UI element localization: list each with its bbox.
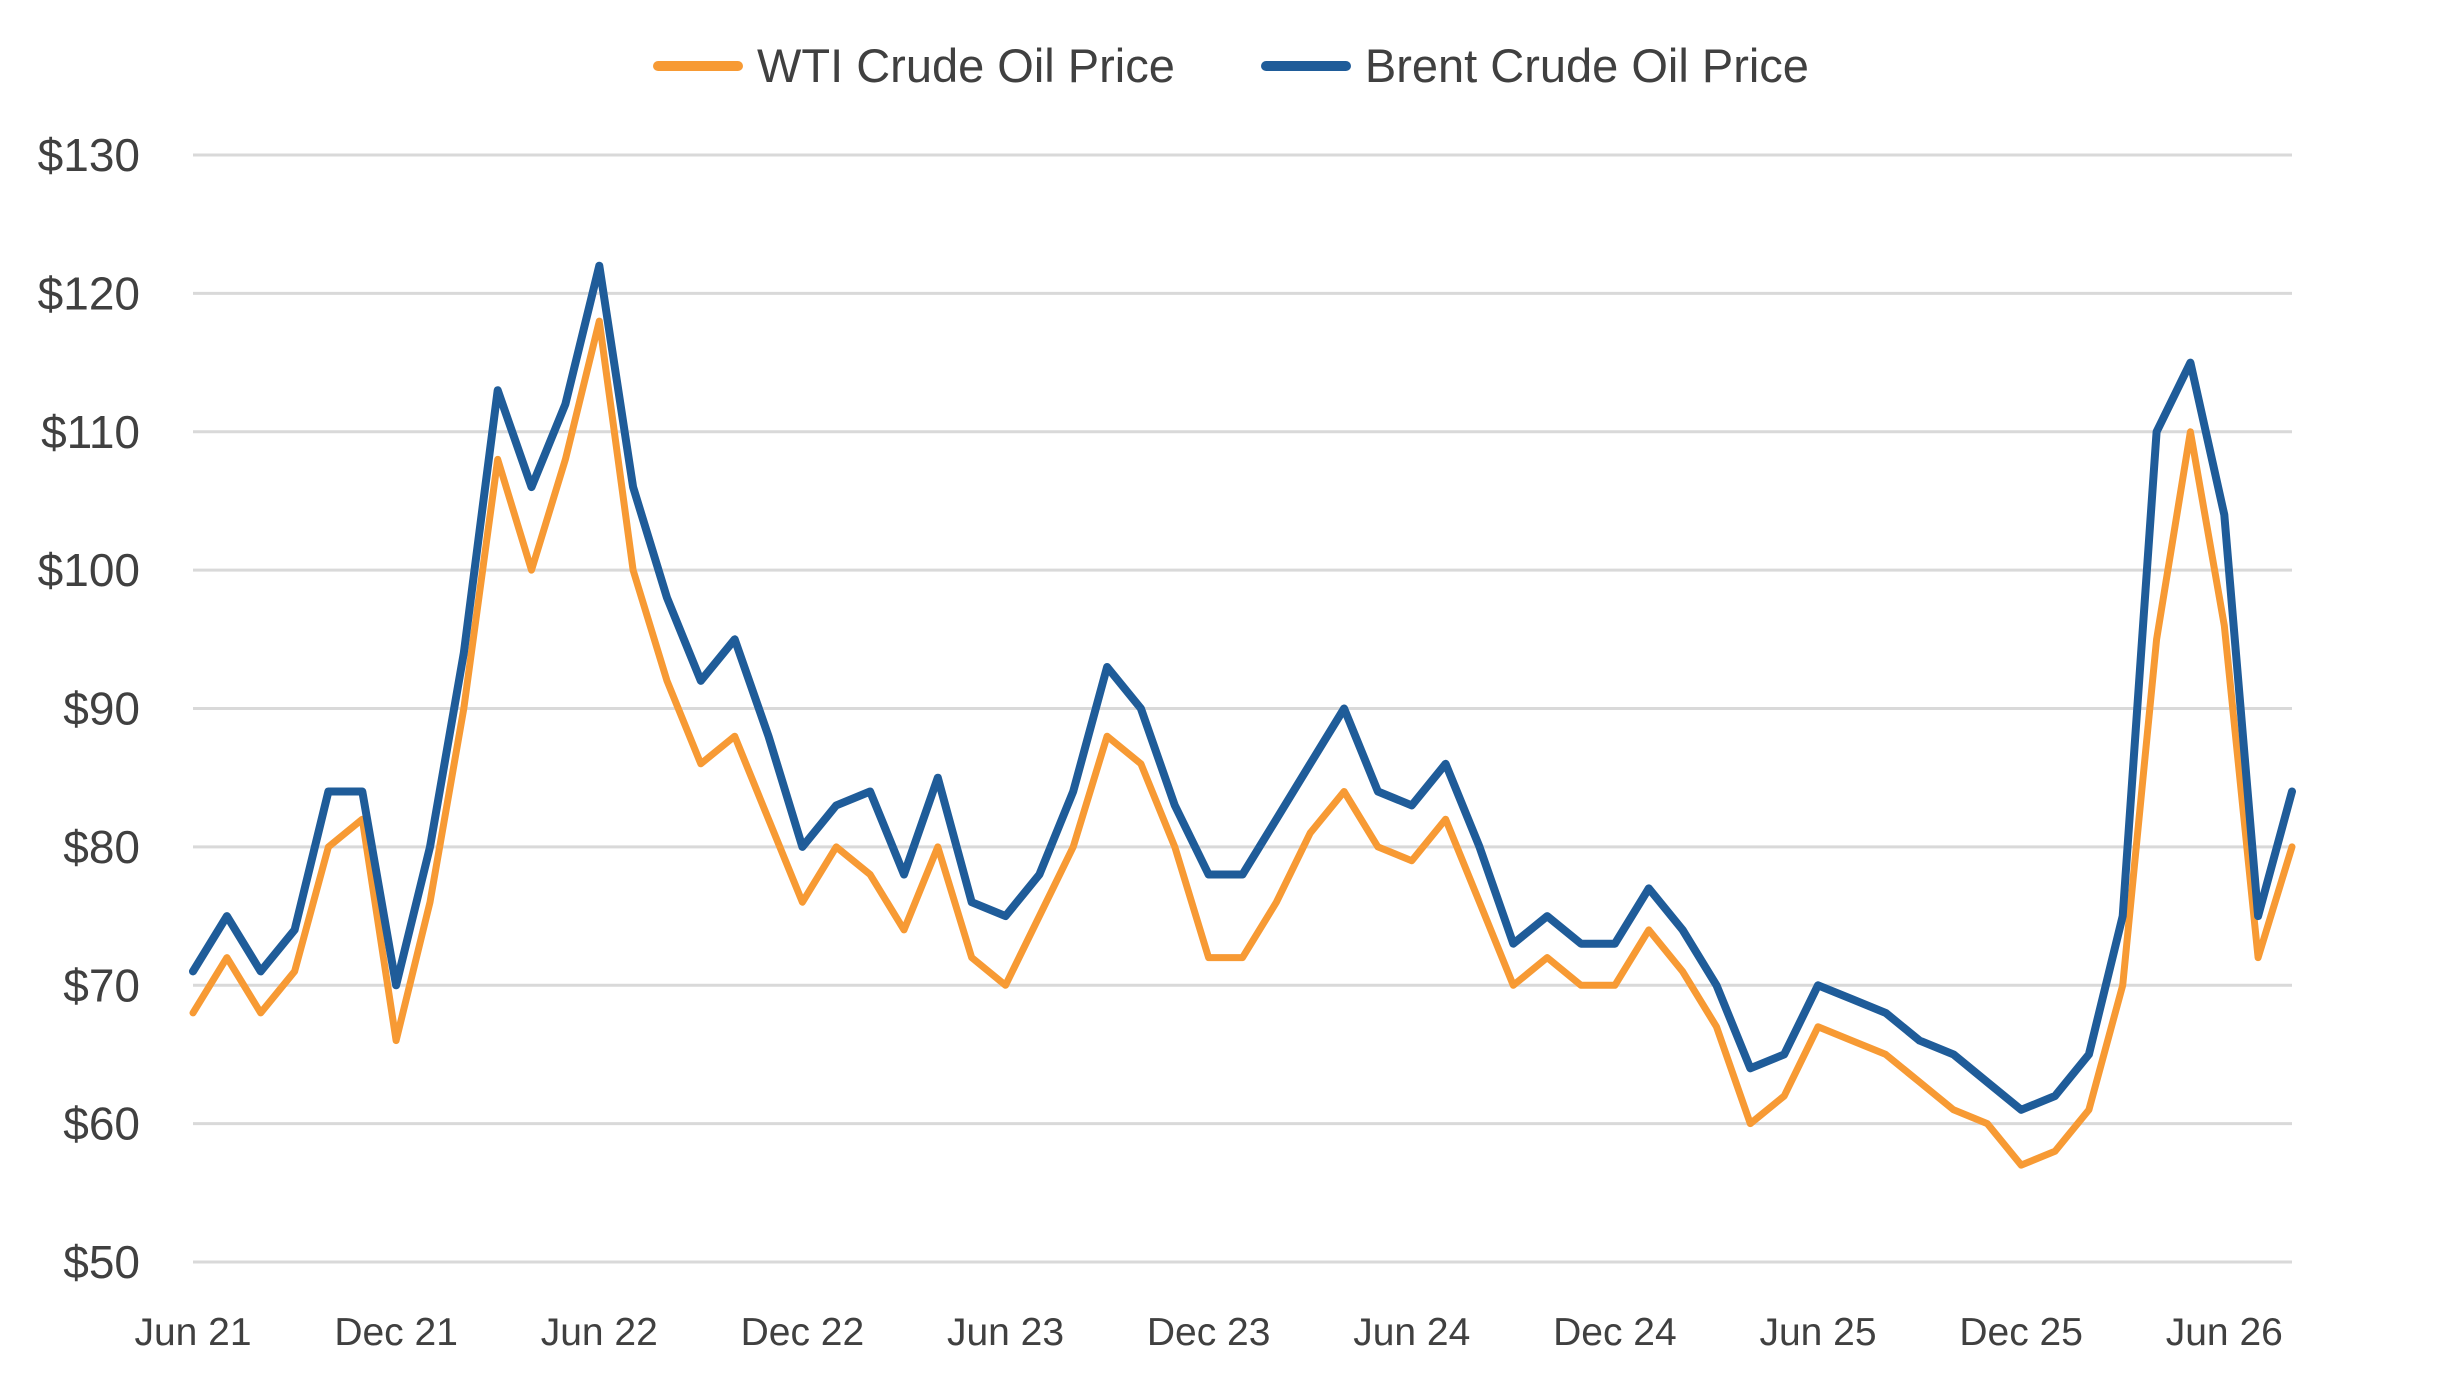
legend-swatch-wti (653, 60, 744, 71)
x-tick-label: Dec 25 (1959, 1311, 2083, 1354)
y-tick-label: $70 (63, 959, 140, 1011)
x-tick-label: Dec 22 (741, 1311, 865, 1354)
x-tick-label: Dec 21 (334, 1311, 458, 1354)
x-axis: Jun 21 Dec 21 Jun 22 Dec 22 Jun 23 Dec 23 Jun … (134, 1311, 2282, 1354)
legend-item-wti: WTI Crude Oil Price (653, 38, 1175, 93)
gridlines (193, 153, 2292, 1264)
y-tick-label: $60 (63, 1098, 140, 1150)
x-tick-label: Jun 23 (947, 1311, 1064, 1354)
x-tick-label: Dec 23 (1147, 1311, 1271, 1354)
series-line-brent (189, 261, 2296, 1114)
x-tick-label: Jun 26 (2166, 1311, 2283, 1354)
y-axis: $50 $60 $70 $80 $90 $100 $110 $120 $130 (38, 129, 140, 1288)
y-tick-label: $120 (38, 267, 140, 319)
legend: WTI Crude Oil Price Brent Crude Oil Pric… (0, 38, 2462, 93)
y-tick-label: $80 (63, 821, 140, 873)
legend-swatch-brent (1260, 60, 1351, 71)
y-tick-label: $130 (38, 129, 140, 181)
x-tick-label: Jun 24 (1353, 1311, 1470, 1354)
y-tick-label: $100 (38, 544, 140, 596)
y-tick-label: $90 (63, 683, 140, 735)
x-tick-label: Dec 24 (1553, 1311, 1677, 1354)
x-tick-label: Jun 21 (134, 1311, 251, 1354)
x-tick-label: Jun 22 (541, 1311, 658, 1354)
x-tick-label: Jun 25 (1759, 1311, 1876, 1354)
plot-area (189, 261, 2296, 1169)
y-tick-label: $110 (41, 406, 140, 458)
y-tick-label: $50 (63, 1236, 140, 1288)
legend-label-brent: Brent Crude Oil Price (1364, 39, 1809, 92)
legend-item-brent: Brent Crude Oil Price (1260, 38, 1809, 93)
legend-label-wti: WTI Crude Oil Price (757, 39, 1175, 92)
series-line-wti (189, 317, 2296, 1169)
